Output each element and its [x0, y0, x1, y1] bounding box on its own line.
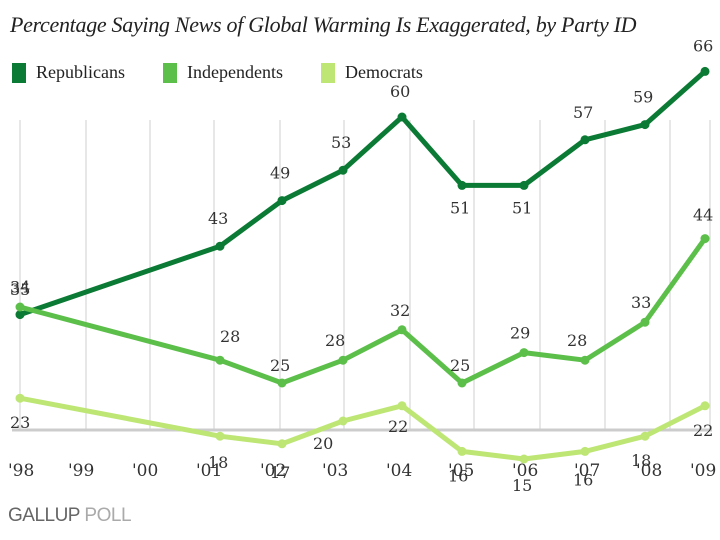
data-point-independents — [277, 378, 287, 388]
data-point-independents — [700, 234, 710, 244]
data-label-democrats: 16 — [573, 470, 593, 489]
data-point-democrats — [580, 446, 590, 456]
data-point-democrats — [397, 401, 407, 411]
data-point-democrats — [215, 431, 225, 441]
data-point-republicans — [457, 180, 467, 190]
legend-label-democrats: Democrats — [344, 62, 423, 82]
x-tick-label: '98 — [8, 461, 34, 481]
legend: Republicans Independents Democrats — [12, 62, 461, 83]
data-point-republicans — [640, 120, 650, 130]
data-label-republicans: 59 — [633, 88, 653, 107]
data-point-independents — [15, 302, 25, 312]
data-point-democrats — [15, 393, 25, 403]
data-point-republicans — [15, 310, 25, 320]
data-point-independents — [519, 348, 529, 358]
data-point-independents — [457, 378, 467, 388]
data-point-independents — [215, 355, 225, 365]
data-point-republicans — [519, 180, 529, 190]
data-label-republicans: 49 — [270, 164, 290, 183]
data-point-republicans — [277, 196, 287, 206]
legend-swatch-independents — [162, 62, 177, 83]
x-tick-label: '08 — [636, 461, 662, 481]
legend-swatch-republicans — [12, 62, 26, 83]
x-tick-label: '05 — [448, 461, 474, 481]
series-line-republicans — [17, 68, 708, 318]
data-label-democrats: 23 — [10, 413, 30, 432]
data-point-democrats — [700, 401, 710, 411]
data-point-republicans — [397, 112, 407, 122]
data-label-democrats: 17 — [270, 463, 290, 482]
data-label-independents: 44 — [693, 206, 713, 225]
data-label-democrats: 16 — [448, 466, 468, 485]
data-label-republicans: 51 — [450, 198, 470, 217]
data-label-republicans: 57 — [573, 103, 593, 122]
data-label-independents: 28 — [567, 331, 587, 350]
legend-item-republicans: Republicans — [12, 62, 125, 83]
data-label-independents: 33 — [631, 293, 651, 312]
data-label-republicans: 53 — [331, 133, 351, 152]
x-tick-label: '00 — [132, 461, 158, 481]
data-label-republicans: 60 — [390, 82, 410, 101]
data-label-republicans: 43 — [208, 209, 228, 228]
data-point-independents — [640, 317, 650, 327]
x-tick-label: '04 — [386, 461, 412, 481]
x-tick-label: '09 — [690, 461, 716, 481]
data-label-independents: 28 — [325, 331, 345, 350]
data-point-democrats — [640, 431, 650, 441]
chart-title: Percentage Saying News of Global Warming… — [10, 12, 637, 37]
x-tick-label: '07 — [574, 461, 600, 481]
series-line-independents — [17, 236, 708, 386]
data-point-republicans — [700, 66, 710, 76]
data-label-democrats: 22 — [693, 421, 713, 440]
series-line-democrats — [17, 395, 708, 462]
x-tick-label: '03 — [322, 461, 348, 481]
data-point-republicans — [338, 165, 348, 175]
x-tick-label: '01 — [196, 461, 222, 481]
data-label-democrats: 20 — [313, 434, 333, 453]
data-label-democrats: 18 — [208, 453, 228, 472]
data-point-democrats — [519, 454, 529, 464]
data-point-independents — [338, 355, 348, 365]
brand-secondary: POLL — [84, 505, 132, 526]
legend-label-republicans: Republicans — [36, 62, 125, 82]
data-label-republicans: 51 — [512, 198, 532, 217]
data-label-republicans: 34 — [10, 278, 30, 297]
brand-primary: GALLUP — [8, 505, 80, 526]
data-point-democrats — [457, 446, 467, 456]
x-tick-label: '06 — [512, 461, 538, 481]
data-label-independents: 35 — [10, 280, 30, 299]
legend-swatch-democrats — [320, 62, 335, 83]
x-tick-label: '02 — [260, 461, 286, 481]
data-point-democrats — [338, 416, 348, 426]
data-label-independents: 32 — [390, 301, 410, 320]
x-tick-label: '99 — [68, 461, 94, 481]
data-label-democrats: 18 — [631, 451, 651, 470]
data-label-democrats: 15 — [512, 476, 532, 495]
legend-item-democrats: Democrats — [320, 62, 423, 83]
data-point-republicans — [580, 135, 590, 145]
data-point-independents — [580, 355, 590, 365]
data-point-democrats — [277, 439, 287, 449]
data-label-independents: 29 — [510, 324, 530, 343]
data-label-democrats: 22 — [388, 417, 408, 436]
data-label-independents: 28 — [220, 327, 240, 346]
data-label-independents: 25 — [270, 356, 290, 375]
legend-item-independents: Independents — [162, 62, 283, 83]
data-label-independents: 25 — [450, 356, 470, 375]
data-point-republicans — [215, 241, 225, 251]
legend-label-independents: Independents — [186, 62, 283, 82]
data-label-republicans: 66 — [693, 36, 713, 55]
gallup-poll-logo: GALLUP POLL — [8, 505, 132, 527]
data-point-independents — [397, 325, 407, 335]
